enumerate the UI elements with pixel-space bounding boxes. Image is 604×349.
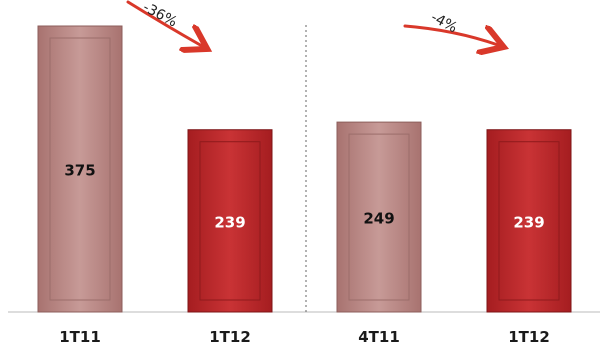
data-label-1: 375 bbox=[64, 162, 95, 180]
bar-1 bbox=[37, 25, 123, 313]
bar-4 bbox=[486, 129, 572, 313]
x-tick-label-2: 1T12 bbox=[209, 328, 251, 346]
data-label-2: 239 bbox=[214, 213, 245, 231]
x-tick-label-4: 1T12 bbox=[508, 328, 550, 346]
data-label-4: 239 bbox=[513, 213, 544, 231]
change-arrow-1 bbox=[126, 0, 202, 46]
x-tick-label-3: 4T11 bbox=[358, 328, 400, 346]
bar-2 bbox=[187, 129, 273, 313]
change-label-1: -36% bbox=[140, 0, 179, 31]
change-arrow-2 bbox=[403, 24, 498, 45]
bar-3 bbox=[336, 121, 422, 313]
data-label-3: 249 bbox=[363, 210, 394, 228]
x-tick-label-1: 1T11 bbox=[59, 328, 101, 346]
